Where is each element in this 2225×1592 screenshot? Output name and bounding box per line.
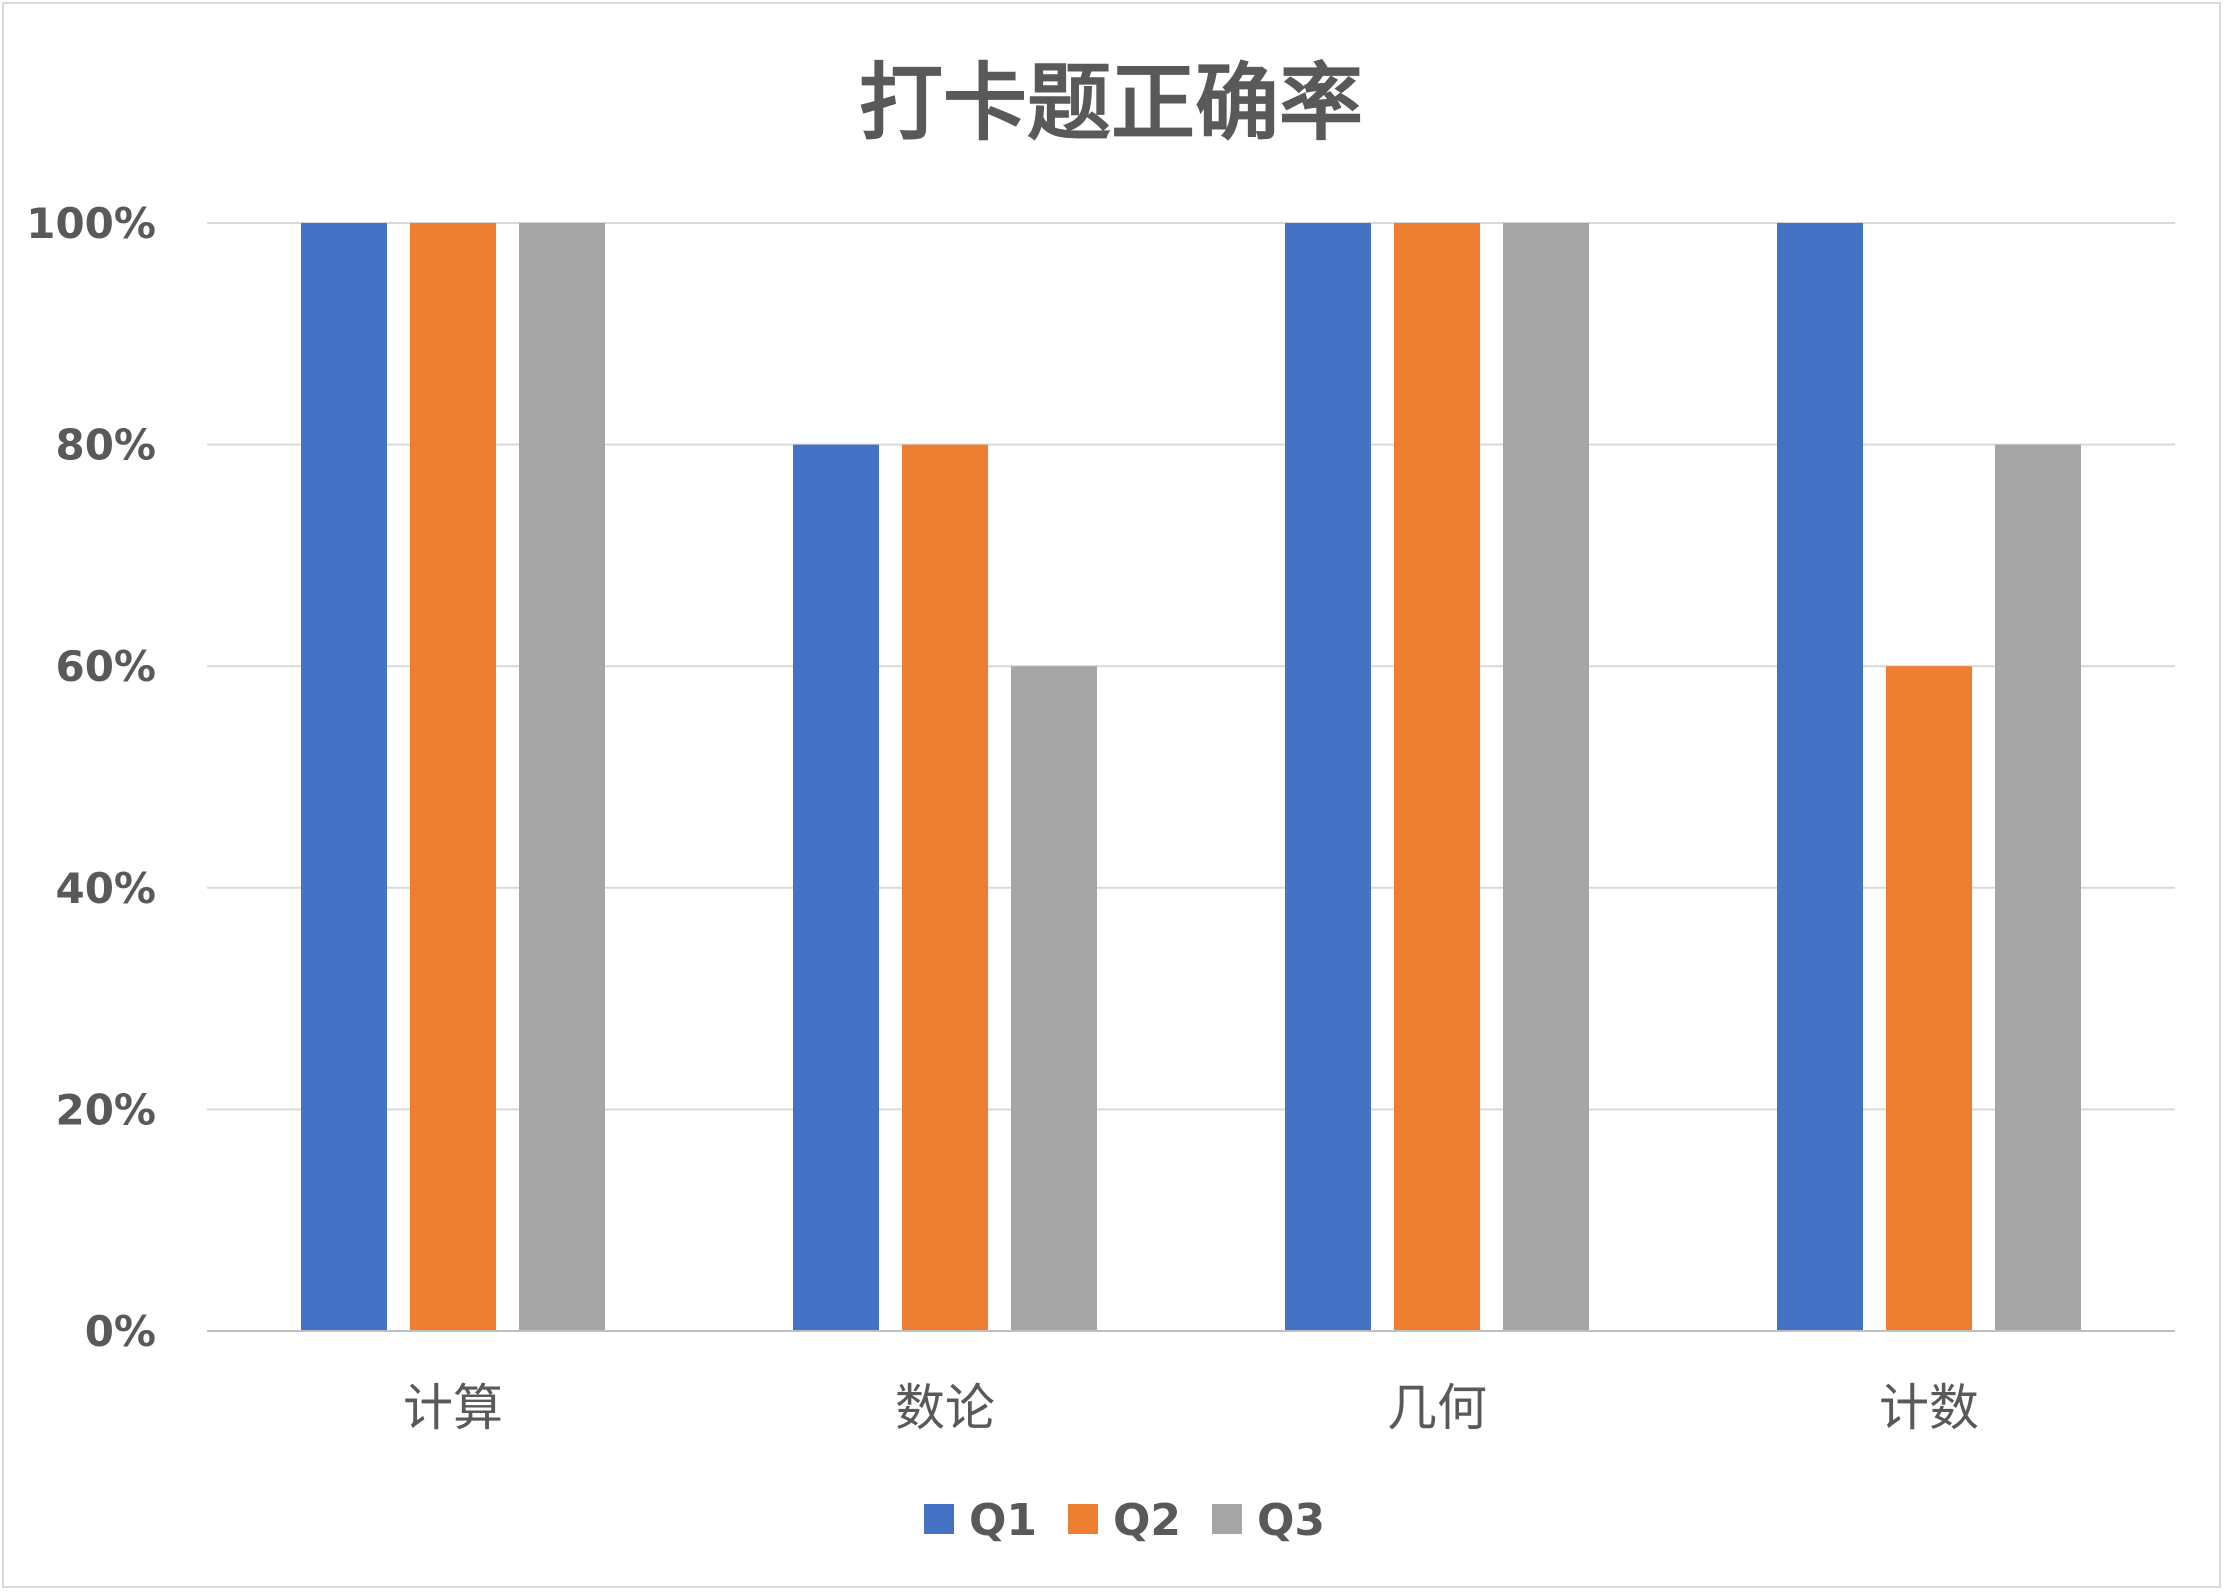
bar-q2-4[interactable]	[1886, 666, 1972, 1331]
bar-q1-1[interactable]	[301, 223, 387, 1331]
legend-item-q1[interactable]: Q1	[924, 1495, 1037, 1546]
legend-swatch	[924, 1504, 954, 1534]
bar-q2-3[interactable]	[1394, 223, 1480, 1331]
legend-label: Q2	[1113, 1495, 1181, 1546]
legend-label: Q3	[1257, 1495, 1325, 1546]
bar-q2-1[interactable]	[410, 223, 496, 1331]
legend-label: Q1	[969, 1495, 1037, 1546]
y-tick-label: 60%	[55, 642, 156, 691]
bar-q3-3[interactable]	[1503, 223, 1589, 1331]
y-axis-tick-labels: 0% 20% 40% 60% 80% 100%	[26, 199, 156, 1356]
bar-q3-2[interactable]	[1011, 666, 1097, 1331]
y-tick-label: 0%	[85, 1307, 156, 1356]
legend[interactable]: Q1 Q2 Q3	[924, 1495, 1325, 1546]
legend-swatch	[1068, 1504, 1098, 1534]
bars	[301, 223, 2081, 1332]
y-tick-label: 100%	[26, 199, 156, 248]
x-tick-label: 计算	[403, 1379, 503, 1437]
bar-q1-2[interactable]	[793, 444, 879, 1332]
y-tick-label: 80%	[55, 421, 156, 470]
x-tick-label: 几何	[1387, 1379, 1487, 1437]
bar-q1-4[interactable]	[1777, 223, 1863, 1331]
bar-q1-3[interactable]	[1285, 223, 1371, 1331]
x-tick-label: 数论	[895, 1379, 995, 1437]
bar-q3-4[interactable]	[1995, 444, 2081, 1332]
x-tick-label: 计数	[1879, 1379, 1979, 1437]
legend-item-q2[interactable]: Q2	[1068, 1495, 1181, 1546]
chart-title: 打卡题正确率	[859, 54, 1363, 152]
bar-chart: 打卡题正确率 0%20%40%60%80%100% 计算 数论 几何 计数 Q1 Q2 Q…	[26, 54, 2175, 1546]
bar-q3-1[interactable]	[519, 223, 605, 1331]
y-tick-label: 40%	[55, 864, 156, 913]
legend-swatch	[1212, 1504, 1242, 1534]
bar-q2-2[interactable]	[902, 444, 988, 1332]
x-axis-tick-labels: 计算 数论 几何 计数	[403, 1379, 1979, 1437]
y-tick-label: 20%	[55, 1085, 156, 1134]
gridlines	[207, 222, 2175, 1111]
legend-item-q3[interactable]: Q3	[1212, 1495, 1325, 1546]
